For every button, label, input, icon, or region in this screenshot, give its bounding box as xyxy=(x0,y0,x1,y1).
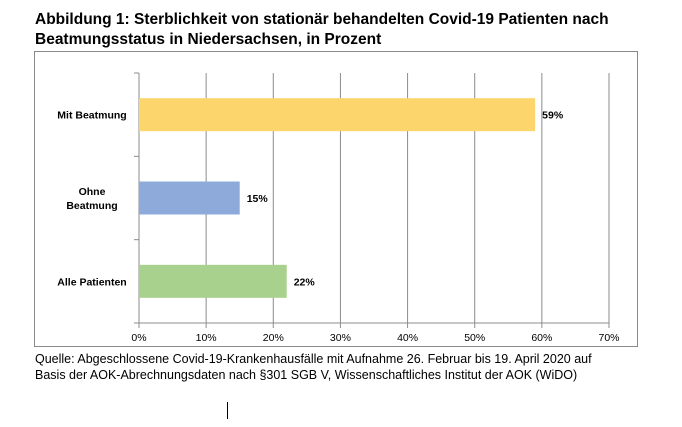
category-label: Ohne Beatmung xyxy=(66,186,117,212)
x-tick-label: 70% xyxy=(598,332,619,344)
data-label: 59% xyxy=(542,110,564,122)
bar xyxy=(139,181,240,215)
x-tick-label: 0% xyxy=(131,332,146,344)
bar xyxy=(139,98,536,132)
source-note: Quelle: Abgeschlossene Covid-19-Krankenh… xyxy=(35,351,665,383)
chart-title-line-1: Abbildung 1: Sterblichkeit von stationär… xyxy=(35,11,609,28)
source-line-2: Basis der AOK-Abrechnungsdaten nach §301… xyxy=(35,368,578,382)
x-tick-label: 50% xyxy=(464,332,485,344)
chart-frame xyxy=(34,51,638,347)
text-cursor xyxy=(227,402,228,419)
x-tick-label: 30% xyxy=(330,332,351,344)
bar xyxy=(139,264,287,298)
x-tick-label: 40% xyxy=(397,332,418,344)
bar-chart: 0% 10% 20% 30% 40% 50% 60% 70% Mit Beatmung 59% Oh… xyxy=(57,72,620,344)
chart-title: Abbildung 1: Sterblichkeit von stationär… xyxy=(35,10,655,50)
data-label: 22% xyxy=(294,276,316,288)
data-label: 15% xyxy=(247,193,269,205)
chart-title-line-2: Beatmungsstatus in Niedersachsen, in Pro… xyxy=(35,31,382,48)
x-tick-label: 60% xyxy=(531,332,552,344)
source-line-1: Quelle: Abgeschlossene Covid-19-Krankenh… xyxy=(35,352,592,366)
category-label: Mit Beatmung xyxy=(57,110,126,122)
x-tick-label: 20% xyxy=(263,332,284,344)
category-label: Alle Patienten xyxy=(57,276,126,288)
x-tick-label: 10% xyxy=(196,332,217,344)
